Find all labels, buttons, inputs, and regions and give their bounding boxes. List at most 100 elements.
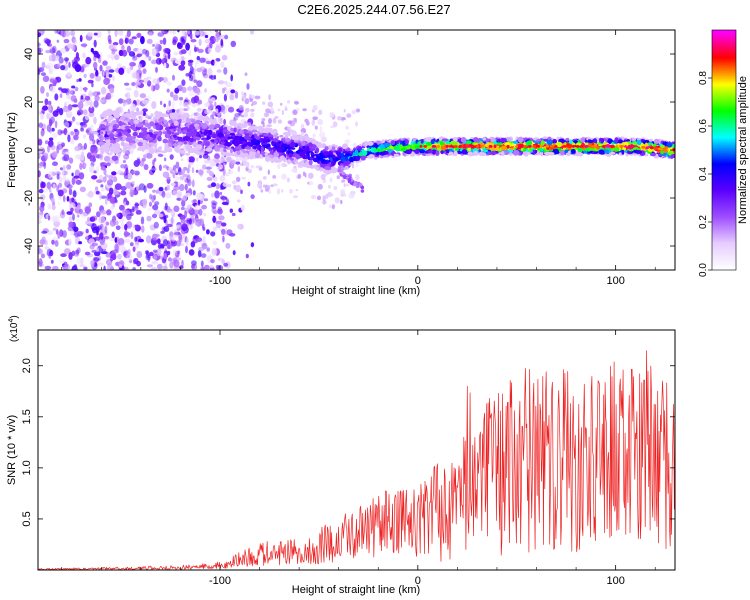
- spectrogram-cell: [193, 123, 200, 128]
- spectrogram-cell: [118, 67, 125, 75]
- spectrogram-cell: [170, 113, 176, 120]
- spectrogram-cell: [181, 259, 184, 268]
- spectrogram-cell: [108, 74, 113, 78]
- spectrogram-cell: [91, 242, 99, 247]
- spectrogram-cell: [50, 53, 57, 62]
- spectrogram-cell: [71, 172, 74, 177]
- spectrogram-cell: [188, 156, 195, 164]
- spectrogram-cell: [108, 39, 112, 45]
- colorbar-step: [712, 268, 736, 271]
- spectrogram-cell: [191, 264, 195, 269]
- spectrogram-cell: [245, 107, 250, 113]
- spectrogram-cell: [70, 207, 74, 213]
- spectrogram-cell: [163, 215, 167, 224]
- spectrogram-cell: [173, 229, 179, 238]
- spectrogram-cell: [302, 108, 307, 112]
- spectrogram-cell: [194, 46, 197, 53]
- spectrogram-cell: [58, 107, 64, 116]
- x-tick-label: -100: [209, 575, 231, 587]
- spectrogram-cell: [212, 240, 217, 246]
- spectrogram-cell: [212, 161, 215, 166]
- spectrogram-cell: [74, 178, 79, 184]
- spectrogram-cell: [75, 179, 82, 185]
- spectrogram-cell: [60, 253, 67, 258]
- spectrogram-cell: [127, 128, 131, 134]
- spectrogram-cell: [216, 69, 222, 73]
- spectrogram-cell: [145, 50, 150, 58]
- spectrogram-cell: [169, 210, 176, 215]
- spectrogram-cell: [189, 33, 193, 40]
- spectrogram-cell: [181, 223, 188, 231]
- spectrogram-cell: [431, 149, 436, 155]
- spectrogram-cell: [115, 225, 121, 230]
- spectrogram-cell: [119, 136, 123, 140]
- spectrogram-cell: [142, 131, 148, 136]
- spectrogram-cell: [136, 53, 142, 58]
- spectrogram-cell: [219, 191, 223, 195]
- spectrogram-cell: [356, 155, 361, 161]
- spectrogram-peak: [519, 145, 523, 148]
- spectrogram-cell: [302, 156, 306, 160]
- spectrogram-cell: [68, 188, 73, 196]
- spectrogram-cell: [221, 228, 226, 235]
- spectrogram-cell: [121, 49, 128, 57]
- spectrogram-cell: [147, 30, 154, 36]
- spectrogram-cell: [197, 48, 204, 54]
- spectrogram-cell: [300, 124, 305, 129]
- spectrogram-cell: [40, 253, 46, 259]
- spectrogram-cell: [155, 42, 159, 48]
- spectrogram-cell: [163, 226, 170, 232]
- spectrogram-peak: [545, 145, 549, 148]
- spectrogram-cell: [331, 204, 335, 210]
- spectrogram-cell: [94, 236, 101, 241]
- spectrogram-cell: [135, 210, 142, 215]
- spectrogram-cell: [57, 63, 61, 68]
- spectrogram-cell: [118, 38, 124, 46]
- spectrogram-cell: [150, 113, 154, 117]
- spectrogram-cell: [149, 121, 155, 127]
- spectrogram-cell: [244, 133, 250, 136]
- spectrogram-cell: [189, 124, 196, 130]
- spectrogram-cell: [165, 133, 170, 138]
- spectrogram-cell: [127, 113, 131, 119]
- colorbar-step: [712, 180, 736, 183]
- spectrogram-cell: [137, 47, 143, 55]
- spectrogram-cell: [206, 247, 210, 252]
- colorbar-tick-label: 0.8: [698, 71, 709, 85]
- spectrogram-cell: [226, 229, 233, 236]
- spectrogram-cell: [52, 265, 59, 270]
- spectrogram-cell: [89, 133, 95, 142]
- spectrogram-cell: [171, 236, 176, 242]
- colorbar-step: [712, 168, 736, 171]
- spectrogram-peak: [592, 145, 598, 148]
- spectrogram-cell: [238, 105, 244, 111]
- spectrogram-cell: [153, 221, 159, 229]
- colorbar-step: [712, 56, 736, 59]
- spectrogram-cell: [93, 52, 100, 58]
- spectrogram-cell: [345, 125, 349, 130]
- spectrogram-x-ticks: -100 0 100: [61, 30, 656, 287]
- spectrogram-cell: [250, 165, 255, 169]
- spectrogram-cell: [635, 150, 643, 154]
- spectrogram-cell: [96, 91, 101, 96]
- colorbar-step: [712, 34, 736, 37]
- spectrogram-cell: [322, 161, 329, 165]
- spectrogram-cell: [331, 146, 336, 152]
- spectrogram-cell: [145, 152, 153, 159]
- spectrogram-cell: [139, 132, 144, 139]
- spectrogram-cell: [87, 79, 94, 84]
- spectrogram-cell: [100, 145, 105, 149]
- spectrogram-cell: [379, 151, 386, 156]
- spectrogram-cell: [213, 35, 219, 43]
- spectrogram-peak: [554, 145, 558, 148]
- spectrogram-cell: [227, 146, 231, 150]
- spectrogram-cell: [294, 117, 297, 124]
- spectrogram-cell: [133, 119, 139, 125]
- spectrogram-cell: [122, 159, 126, 164]
- spectrogram-cell: [100, 187, 105, 192]
- spectrogram-cell: [105, 252, 112, 258]
- spectrogram-cell: [123, 99, 130, 104]
- spectrogram-cell: [230, 89, 236, 94]
- colorbar-step: [712, 210, 736, 213]
